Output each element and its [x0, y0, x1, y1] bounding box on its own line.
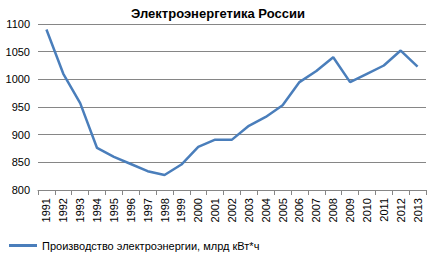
svg-text:1999: 1999 — [175, 198, 187, 222]
svg-text:2002: 2002 — [226, 198, 238, 222]
svg-text:1994: 1994 — [91, 198, 103, 222]
svg-text:2004: 2004 — [260, 198, 272, 222]
svg-text:Производство электроэнергии, м: Производство электроэнергии, млрд кВт*ч — [42, 240, 259, 252]
svg-text:2005: 2005 — [277, 198, 289, 222]
svg-text:Электроэнергетика России: Электроэнергетика России — [131, 6, 305, 21]
svg-text:1991: 1991 — [40, 198, 52, 222]
svg-text:2008: 2008 — [327, 198, 339, 222]
svg-text:850: 850 — [12, 156, 30, 168]
svg-text:1995: 1995 — [108, 198, 120, 222]
svg-text:2012: 2012 — [395, 198, 407, 222]
svg-text:800: 800 — [12, 184, 30, 196]
svg-text:2006: 2006 — [293, 198, 305, 222]
svg-text:1998: 1998 — [159, 198, 171, 222]
svg-text:1050: 1050 — [6, 46, 30, 58]
svg-text:950: 950 — [12, 101, 30, 113]
svg-text:2003: 2003 — [243, 198, 255, 222]
svg-text:2009: 2009 — [344, 198, 356, 222]
svg-text:1992: 1992 — [57, 198, 69, 222]
svg-text:900: 900 — [12, 129, 30, 141]
svg-text:1993: 1993 — [74, 198, 86, 222]
svg-text:2010: 2010 — [361, 198, 373, 222]
svg-text:2001: 2001 — [209, 198, 221, 222]
svg-text:1100: 1100 — [6, 18, 30, 30]
svg-text:1997: 1997 — [142, 198, 154, 222]
svg-text:2011: 2011 — [378, 198, 390, 222]
svg-text:2000: 2000 — [192, 198, 204, 222]
svg-text:2007: 2007 — [310, 198, 322, 222]
svg-text:1996: 1996 — [125, 198, 137, 222]
svg-text:2013: 2013 — [412, 198, 424, 222]
svg-text:1000: 1000 — [6, 73, 30, 85]
